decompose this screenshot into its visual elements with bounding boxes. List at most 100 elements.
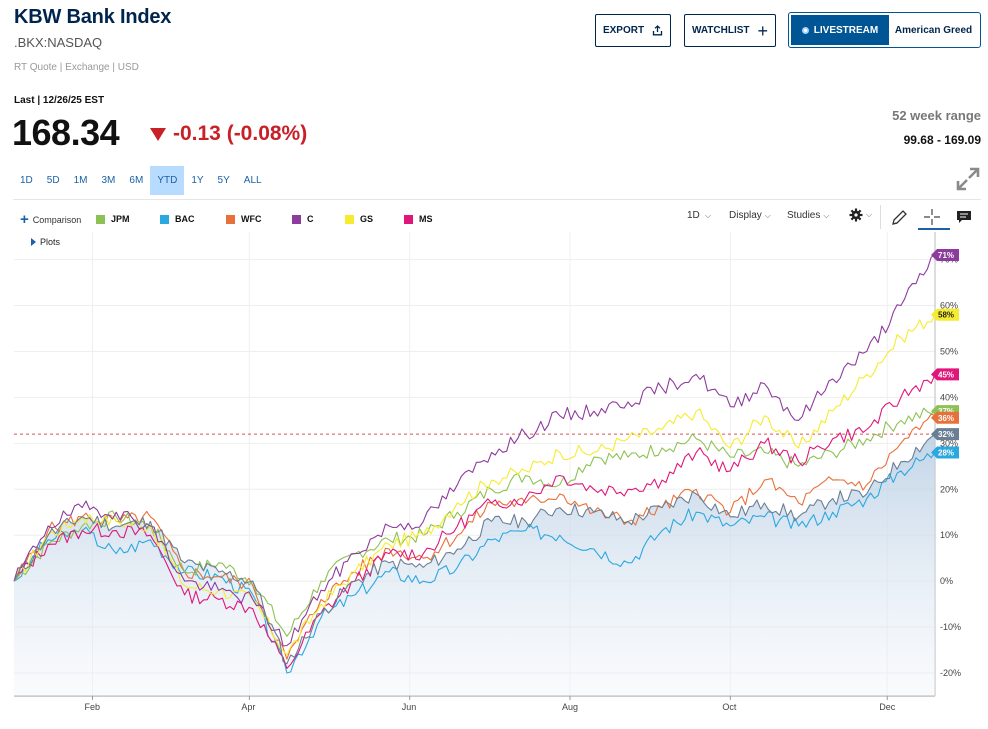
- expand-icon[interactable]: [955, 166, 981, 192]
- chevron-down-icon: ⌵: [866, 210, 873, 219]
- legend-label: MS: [419, 214, 433, 224]
- draw-pencil-icon[interactable]: [889, 206, 911, 228]
- livestream-show-link[interactable]: American Greed: [894, 24, 973, 36]
- end-label-value-bac: 28%: [938, 449, 954, 458]
- settings-dropdown[interactable]: ⌵: [849, 208, 872, 222]
- period-tab-6m[interactable]: 6M: [129, 175, 144, 186]
- y-tick-label: 10%: [940, 530, 958, 540]
- legend-item-c[interactable]: C: [292, 212, 314, 226]
- end-label-tag-bac: [931, 446, 959, 459]
- plots-label: Plots: [40, 237, 61, 247]
- end-label-value-gs: 58%: [938, 311, 954, 320]
- last-trade-label: Last | 12/26/25 EST: [14, 95, 105, 106]
- period-tab-ytd[interactable]: YTD: [150, 166, 185, 195]
- page-title: KBW Bank Index: [14, 6, 172, 28]
- series-line-wfc: [13, 413, 936, 660]
- end-label-tag-bkx: [931, 428, 959, 441]
- y-tick-label: 30%: [940, 438, 958, 448]
- period-tab-5y[interactable]: 5Y: [217, 175, 230, 186]
- price-change-value: -0.13 (-0.08%): [173, 122, 308, 145]
- period-tab-1y[interactable]: 1Y: [191, 175, 204, 186]
- plus-icon: +: [20, 211, 29, 228]
- chevron-down-icon: ⌵: [823, 210, 830, 220]
- series-line-bac: [13, 452, 936, 674]
- x-tick-label: Feb: [84, 702, 100, 712]
- display-label: Display: [729, 210, 762, 221]
- series-line-gs: [13, 314, 936, 656]
- studies-dropdown[interactable]: Studies ⌵: [787, 210, 829, 221]
- period-tab-1m[interactable]: 1M: [73, 175, 88, 186]
- crosshair-active-indicator: [918, 228, 950, 230]
- legend-label: C: [307, 214, 314, 224]
- ticker-symbol: .BKX:NASDAQ: [14, 35, 103, 50]
- export-button[interactable]: EXPORT: [595, 14, 671, 47]
- period-tab-1d[interactable]: 1D: [20, 175, 33, 186]
- end-label-tag-ms: [931, 368, 959, 381]
- end-label-value-ms: 45%: [938, 370, 954, 379]
- legend-swatch: [96, 214, 105, 224]
- period-tab-all[interactable]: ALL: [243, 175, 262, 186]
- y-tick-label: 0%: [940, 576, 953, 586]
- toolbar-separator: [880, 205, 881, 229]
- period-tab-3m[interactable]: 3M: [101, 175, 116, 186]
- end-label-tag-wfc: [931, 411, 959, 424]
- comment-icon[interactable]: [953, 206, 975, 228]
- x-tick-label: Apr: [241, 702, 255, 712]
- export-label: EXPORT: [602, 25, 645, 36]
- legend-label: JPM: [111, 214, 130, 224]
- legend-label: WFC: [241, 214, 262, 224]
- comparison-button[interactable]: + Comparison: [20, 212, 81, 227]
- plots-toggle[interactable]: Plots: [31, 237, 60, 247]
- legend-label: GS: [360, 214, 374, 224]
- y-tick-label: 20%: [940, 484, 958, 494]
- end-label-value-jpm: 37%: [938, 407, 954, 416]
- legend-item-bac[interactable]: BAC: [160, 212, 195, 226]
- legend-label: BAC: [175, 214, 195, 224]
- last-price: 168.34: [12, 112, 120, 153]
- series-line-c: [13, 254, 936, 647]
- livestream-widget[interactable]: LIVESTREAM American Greed: [788, 12, 981, 48]
- x-tick-label: Dec: [879, 702, 896, 712]
- performance-chart[interactable]: -20%-10%0%10%20%30%40%50%60%70%FebAprJun…: [0, 232, 988, 729]
- interval-dropdown[interactable]: 1D ⌵: [687, 210, 711, 221]
- legend-item-gs[interactable]: GS: [345, 212, 373, 226]
- end-label-value-wfc: 36%: [938, 414, 954, 423]
- range-value: 99.68 - 169.09: [903, 133, 981, 147]
- end-label-tag-gs: [931, 308, 959, 321]
- chevron-down-icon: ⌵: [764, 210, 771, 220]
- plus-icon: +: [757, 20, 769, 41]
- watchlist-label: WATCHLIST: [691, 25, 750, 36]
- x-tick-label: Oct: [722, 702, 737, 712]
- end-label-value-bkx: 32%: [938, 430, 954, 439]
- studies-label: Studies: [787, 210, 821, 221]
- interval-label: 1D: [687, 210, 700, 221]
- display-dropdown[interactable]: Display ⌵: [729, 210, 771, 221]
- share-icon: [652, 25, 663, 36]
- legend-item-wfc[interactable]: WFC: [226, 212, 262, 226]
- legend-swatch: [404, 214, 413, 224]
- x-tick-label: Jun: [402, 702, 417, 712]
- legend-swatch: [226, 214, 235, 224]
- end-label-tag-c: [931, 248, 959, 261]
- series-area-bkx: [14, 434, 935, 696]
- gear-icon: [849, 208, 863, 222]
- watchlist-button[interactable]: WATCHLIST +: [684, 14, 776, 47]
- livestream-label: LIVESTREAM: [813, 24, 879, 36]
- legend-item-ms[interactable]: MS: [404, 212, 433, 226]
- quote-meta: RT Quote | Exchange | USD: [14, 62, 139, 73]
- range-label: 52 week range: [892, 108, 981, 123]
- down-arrow-icon: [150, 127, 166, 141]
- legend-item-jpm[interactable]: JPM: [96, 212, 130, 226]
- end-label-value-c: 71%: [938, 251, 954, 260]
- series-line-bkx: [13, 433, 936, 665]
- price-change: -0.13 (-0.08%): [150, 122, 307, 146]
- livestream-button[interactable]: LIVESTREAM: [791, 15, 889, 45]
- period-tab-5d[interactable]: 5D: [46, 175, 60, 186]
- y-tick-label: -20%: [940, 668, 961, 678]
- y-tick-label: -10%: [940, 622, 961, 632]
- series-line-ms: [13, 374, 936, 669]
- chevron-down-icon: ⌵: [702, 210, 712, 220]
- x-tick-label: Aug: [562, 702, 578, 712]
- crosshair-icon[interactable]: [921, 206, 943, 228]
- legend-swatch: [292, 214, 301, 224]
